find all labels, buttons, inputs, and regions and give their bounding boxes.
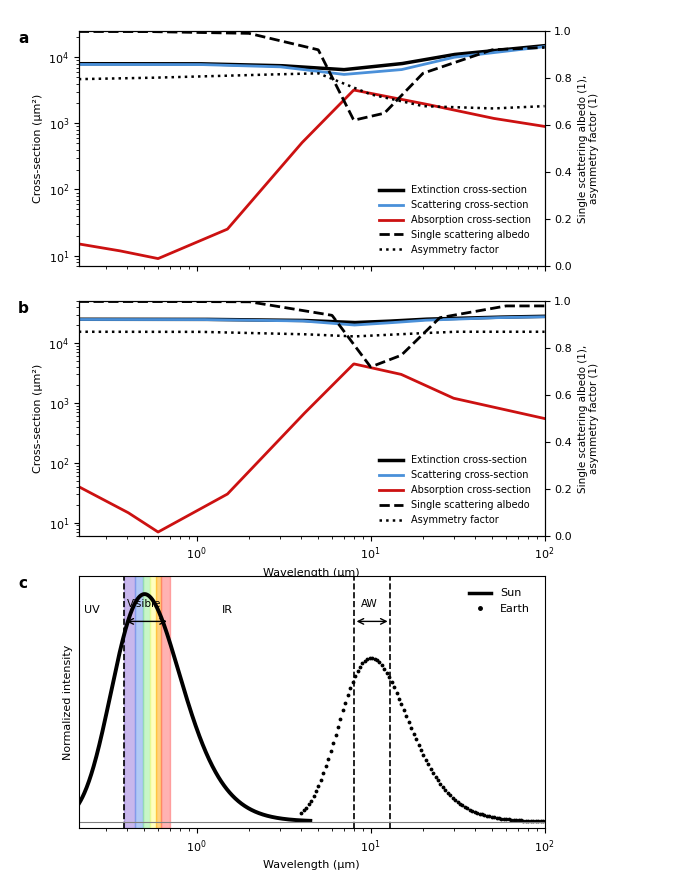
Text: AW: AW (361, 599, 377, 609)
Legend: Extinction cross-section, Scattering cross-section, Absorption cross-section, Si: Extinction cross-section, Scattering cro… (375, 182, 535, 259)
Bar (155, 576, 160, 828)
Text: Visible: Visible (127, 599, 161, 609)
Text: b: b (18, 301, 29, 316)
Text: a: a (18, 31, 29, 46)
X-axis label: Wavelength (μm): Wavelength (μm) (263, 568, 360, 578)
Text: UV: UV (84, 605, 100, 616)
Bar (142, 576, 150, 828)
Y-axis label: Single scattering albedo (1),
asymmetry factor (1): Single scattering albedo (1), asymmetry … (577, 345, 599, 493)
X-axis label: Wavelength (μm): Wavelength (μm) (263, 860, 360, 870)
Text: c: c (18, 576, 27, 591)
Y-axis label: Normalized intensity: Normalized intensity (63, 644, 73, 760)
Y-axis label: Single scattering albedo (1),
asymmetry factor (1): Single scattering albedo (1), asymmetry … (577, 74, 599, 222)
Bar (160, 576, 170, 828)
Legend: Extinction cross-section, Scattering cross-section, Absorption cross-section, Si: Extinction cross-section, Scattering cro… (375, 452, 535, 529)
Bar (150, 576, 155, 828)
Legend: Sun, Earth: Sun, Earth (464, 584, 534, 618)
Bar (123, 576, 135, 828)
Y-axis label: Cross-section (μm²): Cross-section (μm²) (33, 364, 42, 473)
Bar (135, 576, 142, 828)
Text: IR: IR (222, 605, 233, 616)
Y-axis label: Cross-section (μm²): Cross-section (μm²) (33, 94, 42, 203)
